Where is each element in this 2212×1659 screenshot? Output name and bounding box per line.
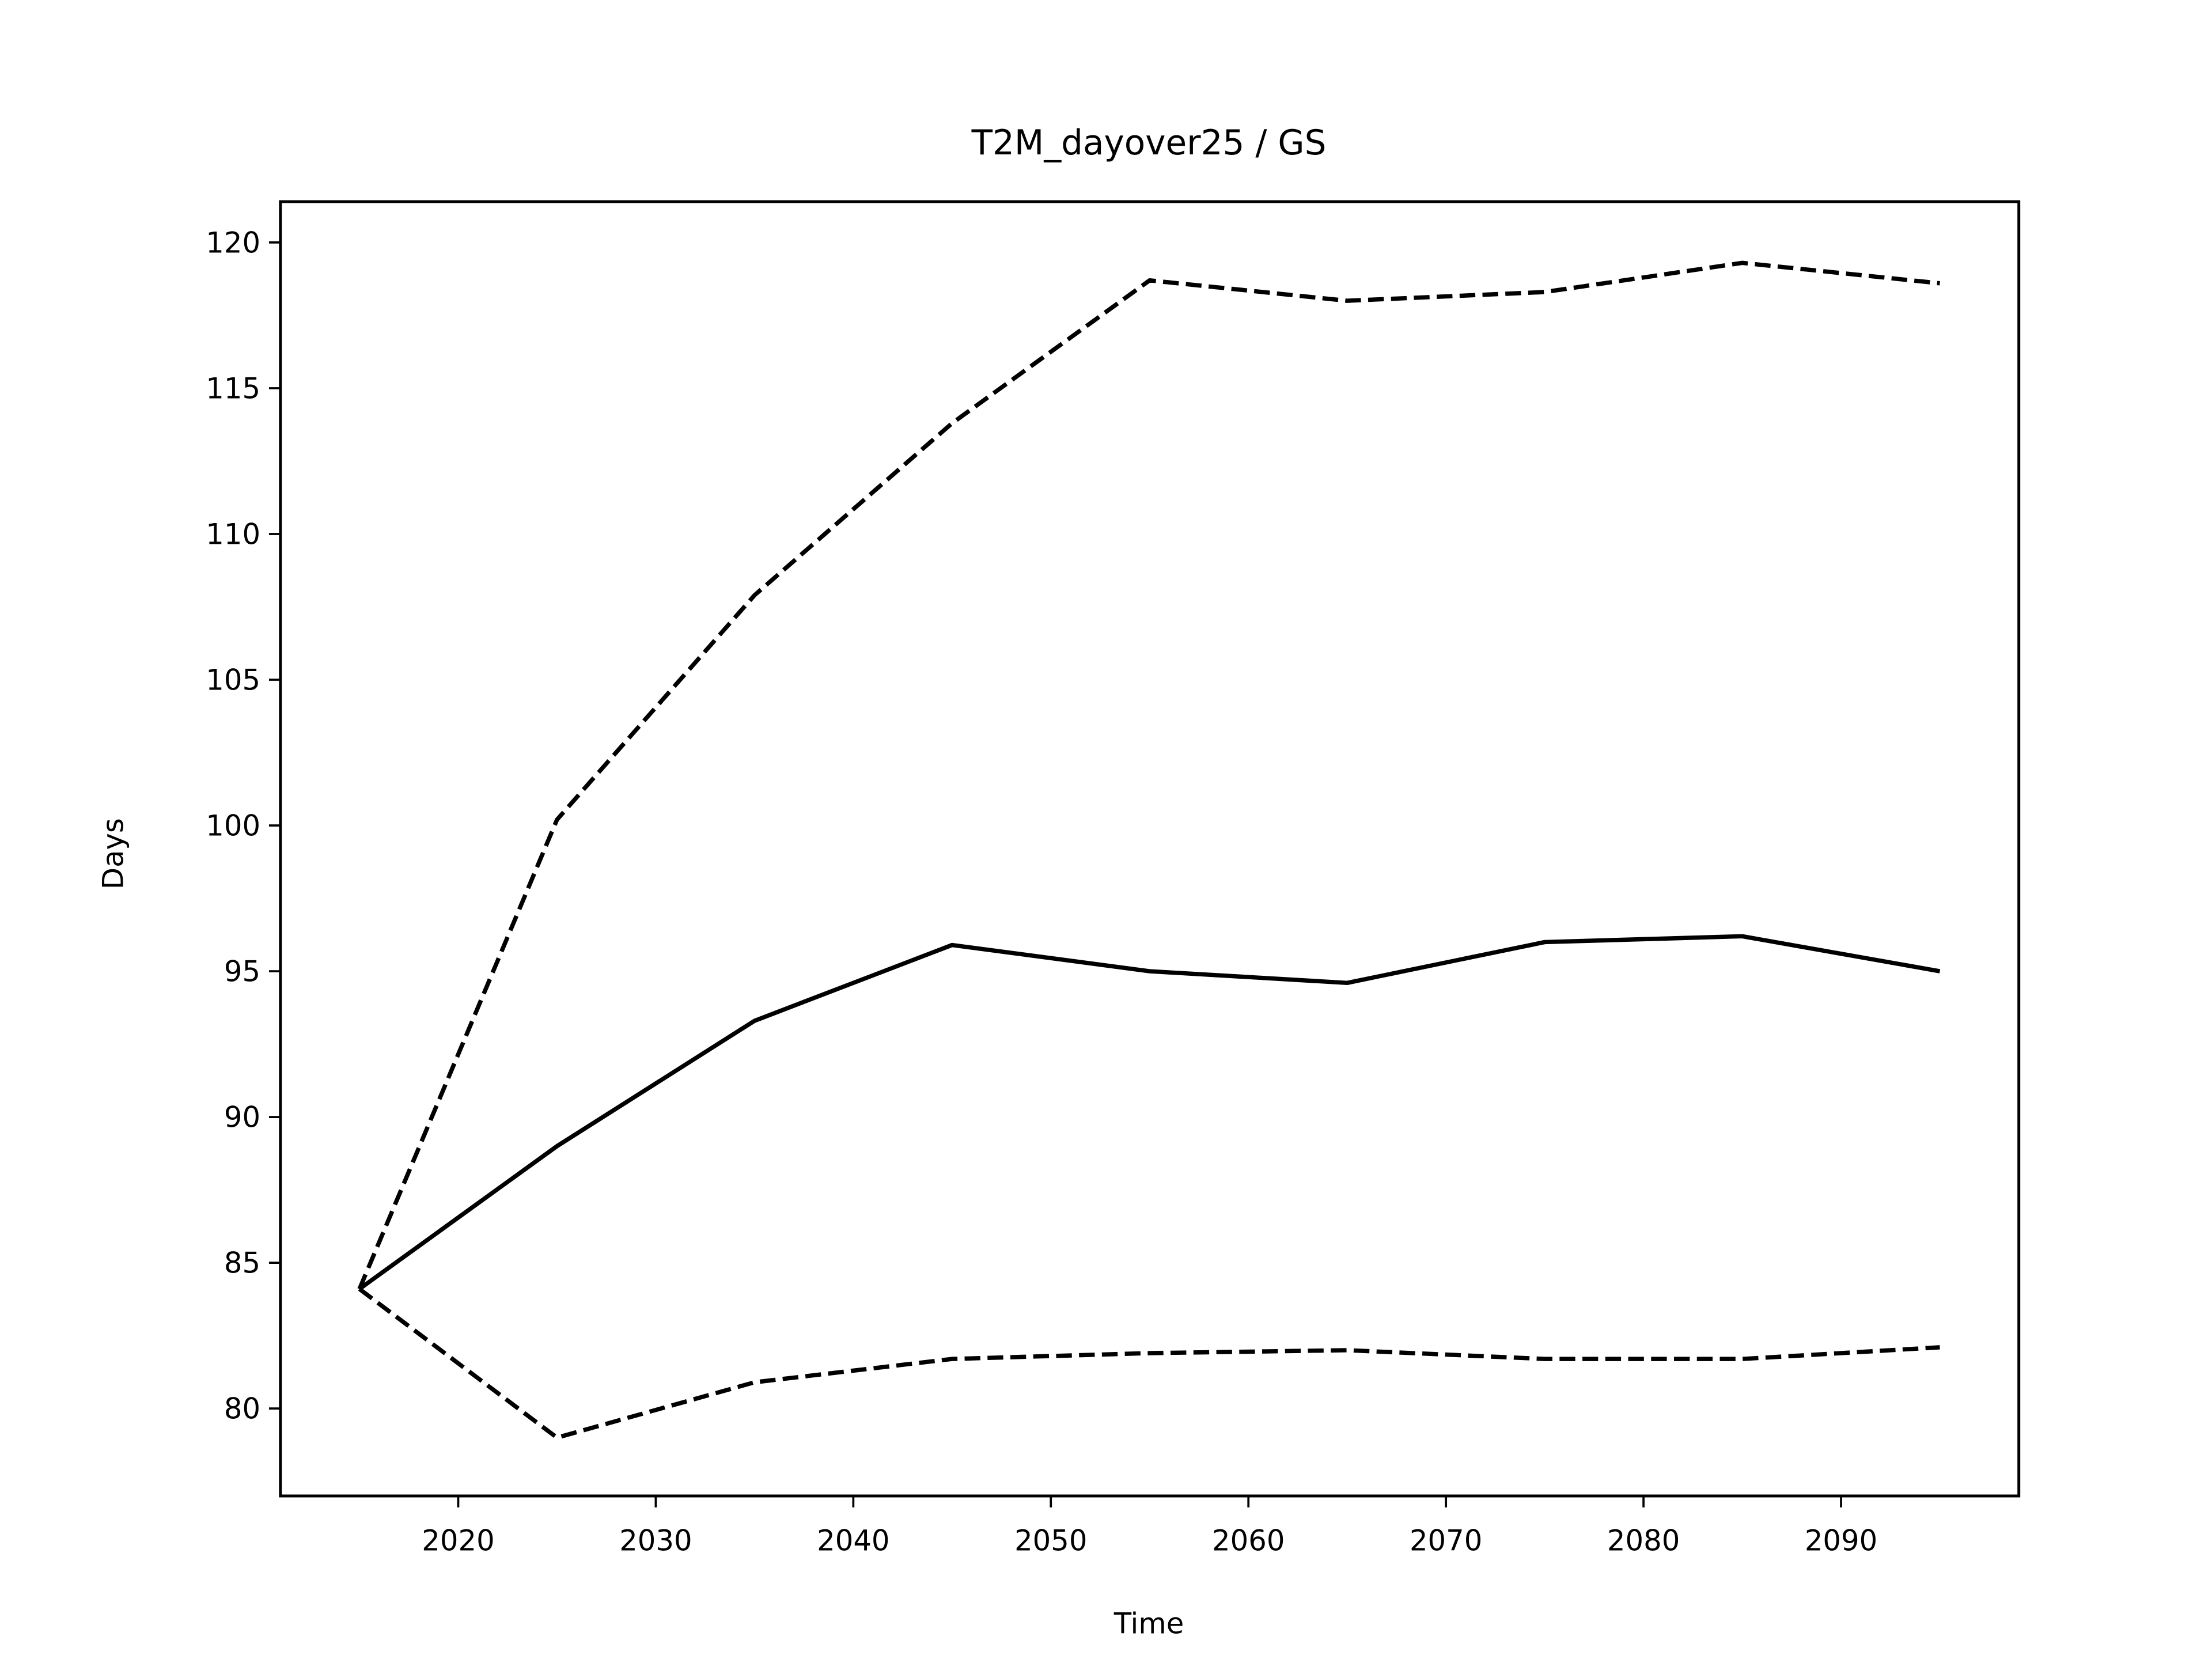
line-series xyxy=(358,1287,1940,1440)
chart-title: T2M_dayover25 / GS xyxy=(971,123,1327,163)
y-axis-label: Days xyxy=(97,818,130,889)
y-tick-label: 110 xyxy=(206,517,260,551)
x-tick-label: 2090 xyxy=(1805,1524,1877,1557)
line-series xyxy=(357,260,1940,1290)
y-tick-label: 105 xyxy=(206,663,260,696)
line-series xyxy=(358,934,1941,1291)
x-axis-label: Time xyxy=(1113,1607,1184,1640)
x-tick-label: 2080 xyxy=(1607,1524,1680,1557)
y-tick-label: 85 xyxy=(224,1247,260,1280)
x-tick-label: 2030 xyxy=(619,1524,692,1557)
x-tick-label: 2070 xyxy=(1410,1524,1482,1557)
y-tick-label: 95 xyxy=(224,955,260,988)
y-tick-label: 80 xyxy=(224,1392,260,1426)
x-tick-label: 2050 xyxy=(1014,1524,1087,1557)
y-tick-label: 100 xyxy=(206,809,260,842)
plot-frame xyxy=(279,200,2021,1498)
x-tick-label: 2020 xyxy=(422,1524,494,1557)
x-tick-label: 2060 xyxy=(1212,1524,1285,1557)
x-tick-label: 2040 xyxy=(817,1524,889,1557)
y-tick-label: 90 xyxy=(224,1100,260,1134)
y-tick-label: 115 xyxy=(206,372,260,405)
y-tick-label: 120 xyxy=(206,226,260,259)
